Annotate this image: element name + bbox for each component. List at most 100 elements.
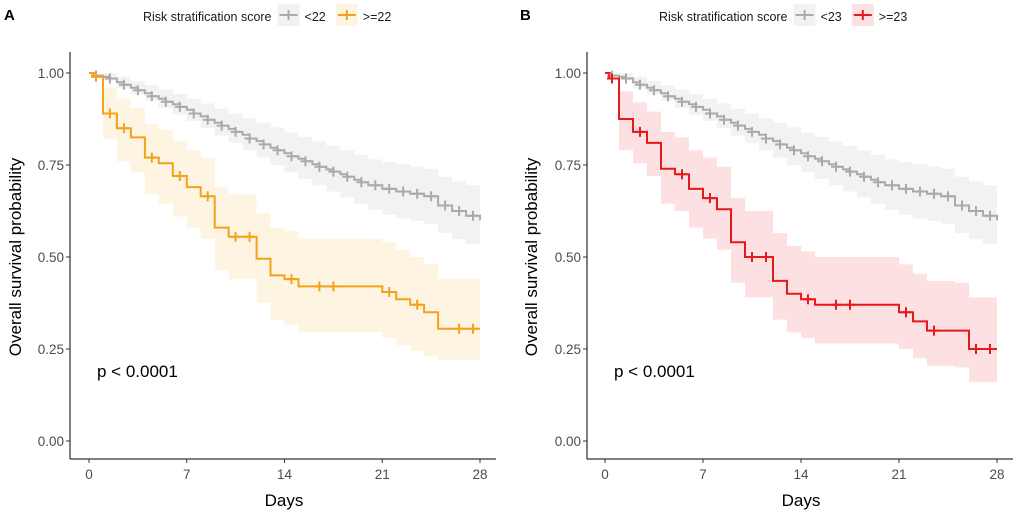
censor-mark bbox=[188, 108, 199, 119]
legend-label-series-1: >=23 bbox=[879, 10, 908, 24]
censor-mark bbox=[649, 85, 659, 96]
panel-a-p-value: p < 0.0001 bbox=[97, 362, 178, 381]
censor-mark bbox=[426, 191, 437, 202]
x-tick-label: 28 bbox=[472, 467, 487, 482]
censor-mark bbox=[761, 252, 771, 262]
x-tick-label: 21 bbox=[891, 467, 906, 482]
legend-label-series-0: <22 bbox=[305, 10, 326, 24]
censor-mark bbox=[831, 299, 841, 310]
censor-mark bbox=[356, 177, 367, 188]
panel-b-y-axis-title: Overall survival probability bbox=[522, 157, 541, 356]
censor-mark bbox=[146, 91, 157, 102]
censor-mark bbox=[677, 169, 687, 180]
survival-curve-series-0 bbox=[605, 72, 998, 221]
censor-mark bbox=[789, 145, 799, 156]
censor-mark bbox=[104, 73, 115, 84]
legend-key-censor bbox=[283, 10, 294, 20]
panel-b: B Risk stratification score <23 >=23 0.00… bbox=[520, 4, 1013, 510]
y-tick-label: 0.50 bbox=[38, 250, 64, 265]
panel-b-x-axis-title: Days bbox=[782, 491, 821, 510]
censor-mark bbox=[104, 108, 115, 119]
panel-a-letter: A bbox=[4, 7, 15, 24]
legend-key-censor bbox=[341, 10, 352, 20]
censor-mark bbox=[91, 71, 101, 82]
censor-mark bbox=[747, 126, 757, 137]
censor-mark bbox=[440, 200, 451, 211]
x-tick-label: 0 bbox=[85, 467, 93, 482]
censor-mark bbox=[635, 126, 645, 137]
censor-mark bbox=[887, 180, 897, 191]
censor-mark bbox=[943, 191, 953, 202]
panel-b-plot-area bbox=[586, 52, 1013, 460]
censor-mark bbox=[328, 166, 339, 177]
censor-mark bbox=[803, 151, 813, 162]
censor-mark bbox=[412, 188, 423, 199]
censor-mark bbox=[412, 299, 423, 310]
censor-mark bbox=[272, 145, 283, 156]
censor-mark bbox=[230, 231, 241, 242]
censor-mark bbox=[258, 139, 269, 150]
censor-mark bbox=[733, 120, 743, 131]
censor-mark bbox=[691, 101, 701, 112]
panel-b-legend-title: Risk stratification score bbox=[659, 10, 788, 24]
censor-mark bbox=[859, 171, 869, 182]
panel-a-y-ticks: 0.00 0.25 0.50 0.75 1.00 bbox=[38, 66, 70, 449]
censor-mark bbox=[705, 108, 715, 119]
censor-mark bbox=[454, 323, 465, 334]
censor-mark bbox=[957, 200, 967, 211]
censor-mark bbox=[915, 186, 925, 197]
x-tick-label: 28 bbox=[989, 467, 1004, 482]
legend-label-series-0: <23 bbox=[821, 10, 842, 24]
y-tick-label: 0.75 bbox=[38, 158, 64, 173]
x-tick-label: 14 bbox=[793, 467, 809, 482]
censor-mark bbox=[244, 133, 255, 144]
censor-mark bbox=[985, 344, 995, 354]
x-tick-label: 7 bbox=[183, 467, 191, 482]
ci-band-series-1 bbox=[605, 73, 997, 383]
panel-b-legend: <23 >=23 bbox=[793, 4, 908, 26]
survival-curve-series-1 bbox=[89, 72, 480, 330]
censor-mark bbox=[384, 183, 395, 194]
censor-mark bbox=[216, 120, 227, 131]
panel-b-y-ticks: 0.00 0.25 0.50 0.75 1.00 bbox=[555, 66, 587, 449]
panel-a-legend: <22 >=22 bbox=[277, 4, 391, 26]
censor-mark bbox=[118, 123, 129, 134]
x-tick-label: 14 bbox=[277, 467, 293, 482]
censor-mark bbox=[314, 161, 325, 172]
censor-mark bbox=[761, 133, 771, 144]
censor-mark bbox=[398, 186, 409, 197]
censor-mark bbox=[845, 166, 855, 177]
censor-mark bbox=[384, 287, 395, 297]
censor-mark bbox=[468, 323, 478, 334]
censor-mark bbox=[370, 180, 381, 191]
censor-mark bbox=[985, 210, 995, 221]
censor-mark bbox=[146, 152, 157, 163]
y-tick-label: 0.25 bbox=[38, 342, 64, 357]
censor-mark bbox=[342, 171, 353, 182]
censor-mark bbox=[817, 156, 827, 167]
censor-mark bbox=[286, 151, 297, 162]
censor-mark bbox=[719, 114, 729, 125]
y-tick-label: 0.25 bbox=[555, 342, 581, 357]
censor-mark bbox=[160, 96, 171, 107]
y-tick-label: 1.00 bbox=[38, 66, 64, 81]
censor-mark bbox=[747, 252, 757, 262]
x-tick-label: 21 bbox=[375, 467, 390, 482]
censor-mark bbox=[929, 325, 939, 336]
censor-mark bbox=[607, 73, 617, 84]
censor-mark bbox=[286, 274, 297, 285]
censor-mark bbox=[454, 206, 465, 216]
censor-mark bbox=[901, 307, 911, 318]
legend-key-censor bbox=[799, 10, 810, 20]
panel-a-x-ticks: 0 7 14 21 28 bbox=[85, 459, 488, 482]
x-tick-label: 0 bbox=[601, 467, 609, 482]
censor-mark bbox=[314, 281, 325, 292]
y-tick-label: 1.00 bbox=[555, 66, 581, 81]
censor-mark bbox=[803, 294, 813, 305]
censor-mark bbox=[230, 126, 241, 137]
censor-mark bbox=[202, 191, 213, 202]
censor-mark bbox=[174, 101, 185, 112]
censor-mark bbox=[677, 96, 687, 107]
panel-b-letter: B bbox=[520, 7, 531, 24]
